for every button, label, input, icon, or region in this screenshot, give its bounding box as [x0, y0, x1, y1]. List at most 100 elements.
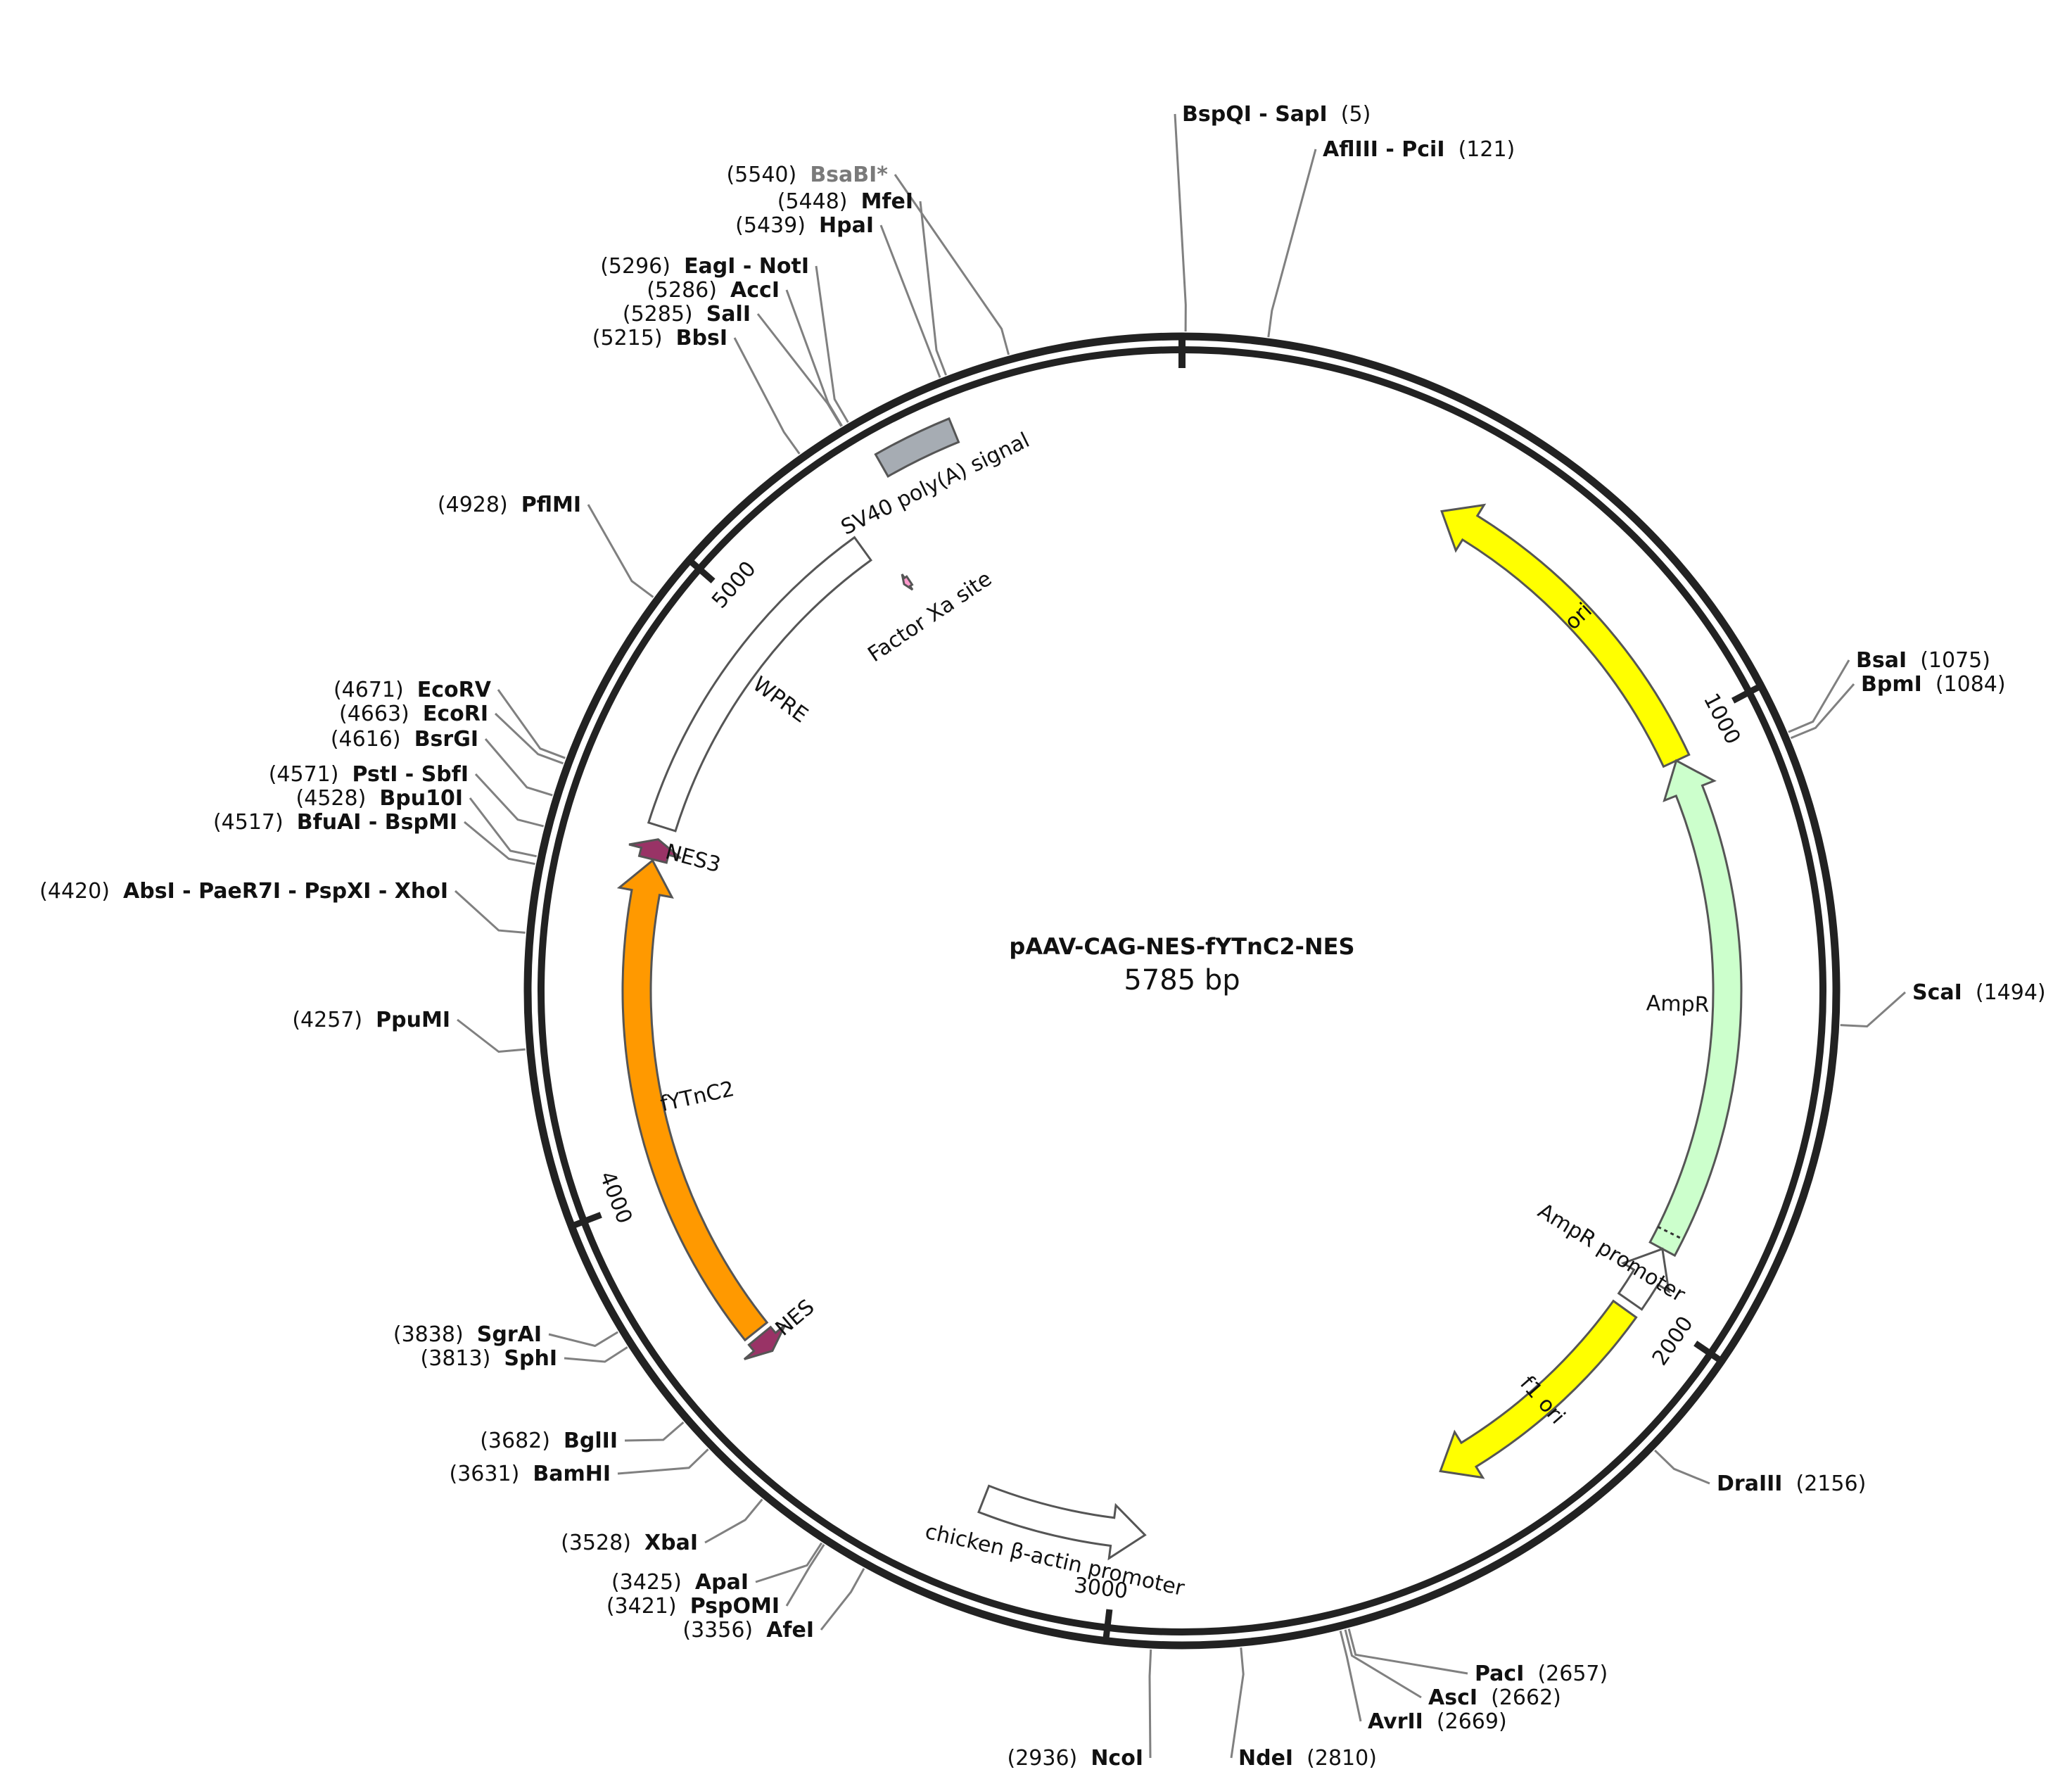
site-leader	[1344, 1629, 1422, 1699]
site-position: (4257)	[292, 1008, 362, 1032]
site-position: (1075)	[1920, 648, 1990, 673]
site-name: BamHI	[533, 1462, 611, 1486]
site-name: AflIII - PciI	[1323, 137, 1445, 162]
feature-nes	[743, 1324, 787, 1360]
site-name: DraIII	[1717, 1472, 1782, 1496]
site-name: BsaBI*	[810, 163, 888, 187]
site-leader	[1654, 1449, 1710, 1485]
site-leader	[454, 890, 526, 934]
site-label-bsai: BsaI (1075)	[1856, 648, 1990, 673]
site-name: AfeI	[766, 1618, 814, 1643]
site-leader	[494, 712, 564, 765]
site-position: (4571)	[269, 762, 339, 787]
site-name: AbsI - PaeR7I - PspXI - XhoI	[123, 879, 448, 904]
site-position: (121)	[1458, 137, 1515, 162]
site-position: (1084)	[1936, 672, 2006, 697]
site-label-sphi: (3813) SphI	[421, 1346, 557, 1371]
site-position: (4528)	[296, 786, 367, 811]
feature-wpre	[647, 536, 872, 833]
site-name: PpuMI	[376, 1008, 450, 1032]
site-name: ApaI	[695, 1570, 749, 1595]
site-label-bpmi: BpmI (1084)	[1861, 672, 2006, 697]
site-label-draiii: DraIII (2156)	[1717, 1472, 1866, 1496]
site-leader	[919, 201, 948, 376]
site-name: PspOMI	[690, 1594, 780, 1619]
site-label-hpai: (5439) HpaI	[735, 213, 874, 238]
site-position: (2657)	[1537, 1662, 1608, 1686]
site-position: (4671)	[333, 678, 404, 702]
site-label-bspqi-sapi: BspQI - SapI (5)	[1182, 102, 1371, 127]
site-position: (4928)	[438, 493, 508, 517]
site-label-absi: (4420) AbsI - PaeR7I - PspXI - XhoI	[39, 879, 448, 904]
site-position: (4517)	[213, 810, 284, 835]
site-position: (3528)	[561, 1531, 631, 1555]
site-position: (5286)	[647, 278, 717, 303]
site-name: PacI	[1475, 1662, 1524, 1686]
site-position: (1494)	[1976, 980, 2046, 1005]
site-label-scai: ScaI (1494)	[1912, 980, 2046, 1005]
feature-sv40-polya	[874, 417, 960, 478]
site-position: (2662)	[1491, 1685, 1561, 1710]
site-position: (5215)	[592, 326, 663, 350]
site-leader	[1840, 991, 1906, 1028]
site-position: (3425)	[611, 1570, 682, 1595]
site-label-avrii: AvrII (2669)	[1368, 1709, 1507, 1734]
site-leader	[1230, 1647, 1245, 1759]
site-name: BfuAI - BspMI	[297, 810, 457, 835]
site-position: (3813)	[421, 1346, 491, 1371]
site-label-acci: (5286) AccI	[647, 278, 780, 303]
site-name: SalI	[706, 302, 751, 327]
site-leader	[564, 1346, 628, 1363]
site-leader	[497, 689, 566, 759]
site-position: (4420)	[39, 879, 110, 904]
site-position: (2810)	[1307, 1746, 1377, 1771]
tick-mark	[1693, 1341, 1721, 1362]
site-leader	[733, 337, 801, 455]
feature-ampr	[1648, 759, 1743, 1258]
site-name: XbaI	[644, 1531, 698, 1555]
ampr-divider	[1657, 1225, 1684, 1241]
plasmid-name: pAAV-CAG-NES-fYTnC2-NES	[1009, 933, 1354, 960]
feature-fytnc2	[616, 859, 769, 1342]
feature-f1-ori	[1439, 1299, 1638, 1479]
site-name: MfeI	[861, 189, 913, 214]
site-leader	[469, 797, 538, 858]
site-label-bsabi: (5540) BsaBI*	[726, 163, 888, 187]
site-label-bsrgi: (4616) BsrGI	[331, 727, 478, 752]
plasmid-length: 5785 bp	[1124, 964, 1240, 996]
site-leader	[1347, 1628, 1468, 1675]
site-label-pflmi: (4928) PflMI	[438, 493, 581, 517]
site-name: PstI - SbfI	[352, 762, 469, 787]
site-position: (3421)	[606, 1594, 677, 1619]
site-position: (2669)	[1437, 1709, 1507, 1734]
site-leader	[587, 504, 654, 598]
feature-nes3	[628, 838, 682, 864]
site-leader	[1790, 683, 1855, 740]
site-name: SphI	[504, 1346, 557, 1371]
site-leader	[484, 738, 553, 797]
site-label-xbai: (3528) XbaI	[561, 1531, 698, 1555]
site-label-paci: PacI (2657)	[1475, 1662, 1608, 1686]
site-leader-lines	[454, 113, 1906, 1759]
site-leader	[617, 1448, 709, 1475]
site-label-afei: (3356) AfeI	[682, 1618, 814, 1643]
site-position: (3838)	[393, 1322, 464, 1347]
feature-label-ampr: AmpR	[1646, 991, 1710, 1017]
site-leader	[1339, 1631, 1362, 1722]
site-leader	[785, 1543, 825, 1607]
site-position: (5448)	[777, 189, 848, 214]
site-position: (5540)	[726, 163, 796, 187]
site-leader	[1788, 659, 1850, 733]
site-label-ecori: (4663) EcoRI	[339, 702, 488, 726]
site-name: BsrGI	[414, 727, 478, 752]
feature-ampr-promoter	[1617, 1247, 1670, 1311]
site-name: PflMI	[521, 493, 581, 517]
site-leader	[474, 773, 545, 828]
tick-mark	[573, 1212, 602, 1228]
feature-factor-xa-site	[901, 574, 914, 591]
site-name: HpaI	[819, 213, 874, 238]
site-label-ppumi: (4257) PpuMI	[292, 1008, 450, 1032]
site-position: (5)	[1341, 102, 1371, 127]
tick-mark	[689, 559, 716, 583]
site-label-ncoi: (2936) NcoI	[1007, 1746, 1143, 1771]
